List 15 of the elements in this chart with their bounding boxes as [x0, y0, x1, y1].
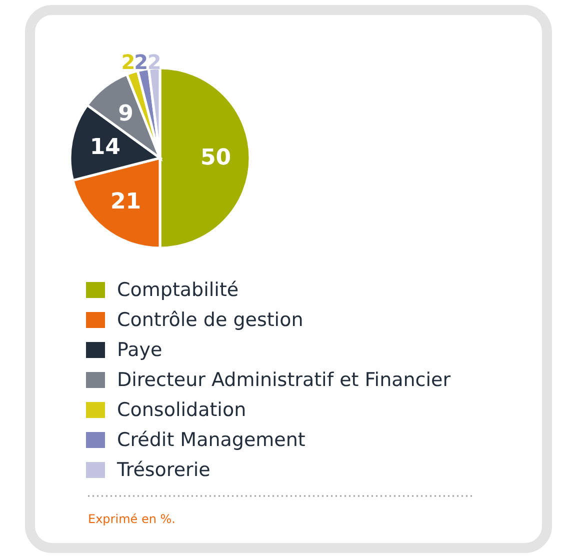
data-label: 2: [121, 50, 136, 74]
data-label: 9: [118, 101, 134, 126]
legend-label: Trésorerie: [116, 459, 210, 481]
text: Exprimé en %.: [88, 512, 176, 526]
legend-label: Consolidation: [117, 399, 246, 421]
data-label: 2: [147, 50, 162, 74]
legend-label: Comptabilité: [117, 279, 239, 301]
legend-label: Directeur Administratif et Financier: [117, 369, 451, 391]
legend-label: Paye: [117, 339, 162, 361]
data-label: 21: [110, 190, 142, 215]
data-label: 50: [200, 146, 232, 170]
data-label: 14: [90, 135, 120, 160]
legend-label: Contrôle de gestion: [117, 309, 304, 331]
data-label: 2: [134, 50, 148, 74]
legend-label: Crédit Management: [117, 429, 306, 451]
